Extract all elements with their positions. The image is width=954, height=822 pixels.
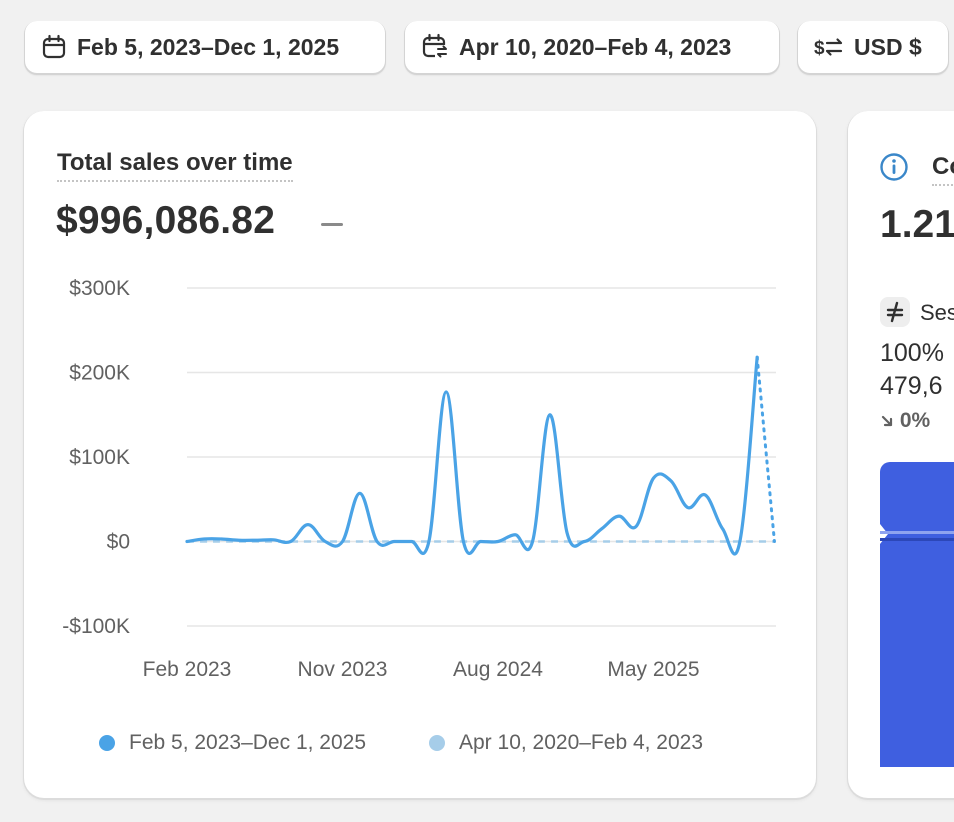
x-axis-tick-label: May 2025 xyxy=(607,658,699,681)
currency-button[interactable]: $ USD $ xyxy=(798,21,948,73)
calendar-compare-icon xyxy=(422,33,447,58)
x-axis-tick-label: Feb 2023 xyxy=(143,658,232,681)
info-icon[interactable] xyxy=(879,152,909,182)
legend-label-comparison: Apr 10, 2020–Feb 4, 2023 xyxy=(459,731,704,754)
legend-dot-comparison xyxy=(429,735,445,751)
calendar-icon xyxy=(42,34,66,59)
sessions-count: 479,6 xyxy=(880,372,943,400)
conversion-rate-value: 1.21 xyxy=(880,203,954,246)
sessions-funnel-bar[interactable] xyxy=(880,462,954,767)
card-title[interactable]: Total sales over time xyxy=(57,149,293,182)
y-axis-tick-label: $300K xyxy=(69,277,130,300)
y-axis-tick-label: $100K xyxy=(69,446,130,469)
svg-text:$: $ xyxy=(814,38,825,59)
current-series-projection-line xyxy=(755,355,776,543)
currency-exchange-icon: $ xyxy=(814,38,843,59)
change-indicator xyxy=(321,223,343,226)
sales-line-chart: $300K $200K $100K $0 -$100K Feb 2023 Nov 2023 A… xyxy=(62,277,776,681)
sessions-label: Ses xyxy=(920,300,954,325)
total-sales-value: $996,086.82 xyxy=(56,199,276,242)
legend-item-current[interactable]: Feb 5, 2023–Dec 1, 2025 xyxy=(99,731,366,755)
funnel-bar-divider xyxy=(880,524,954,544)
compare-range-button[interactable]: Apr 10, 2020–Feb 4, 2023 xyxy=(405,21,779,73)
arrow-down-right-icon xyxy=(881,415,893,427)
y-axis-tick-label: -$100K xyxy=(62,615,130,638)
sessions-percent: 100% xyxy=(880,339,944,367)
legend-label-current: Feb 5, 2023–Dec 1, 2025 xyxy=(129,731,367,754)
sessions-icon xyxy=(880,297,910,327)
total-sales-card: $300K $200K $100K $0 -$100K Feb 2023 Nov 2023 A… xyxy=(24,111,816,798)
y-axis-tick-label: $200K xyxy=(69,362,130,385)
current-series-line xyxy=(185,355,759,556)
sessions-change: 0% xyxy=(880,409,930,433)
legend-item-comparison[interactable]: Apr 10, 2020–Feb 4, 2023 xyxy=(429,731,703,755)
conversion-rate-card: Co 1.21 Ses 100% 479,6 0% xyxy=(848,111,954,798)
date-range-button[interactable]: Feb 5, 2023–Dec 1, 2025 xyxy=(25,21,385,73)
x-axis-tick-label: Nov 2023 xyxy=(298,658,388,681)
legend-dot-current xyxy=(99,735,115,751)
compare-range-label: Apr 10, 2020–Feb 4, 2023 xyxy=(459,33,732,60)
sessions-change-value: 0% xyxy=(899,409,931,432)
date-range-label: Feb 5, 2023–Dec 1, 2025 xyxy=(77,33,340,60)
conversion-card-title[interactable]: Co xyxy=(932,153,954,186)
x-axis-tick-label: Aug 2024 xyxy=(453,658,543,681)
currency-label: USD $ xyxy=(854,33,922,60)
y-axis-tick-label: $0 xyxy=(107,531,130,554)
